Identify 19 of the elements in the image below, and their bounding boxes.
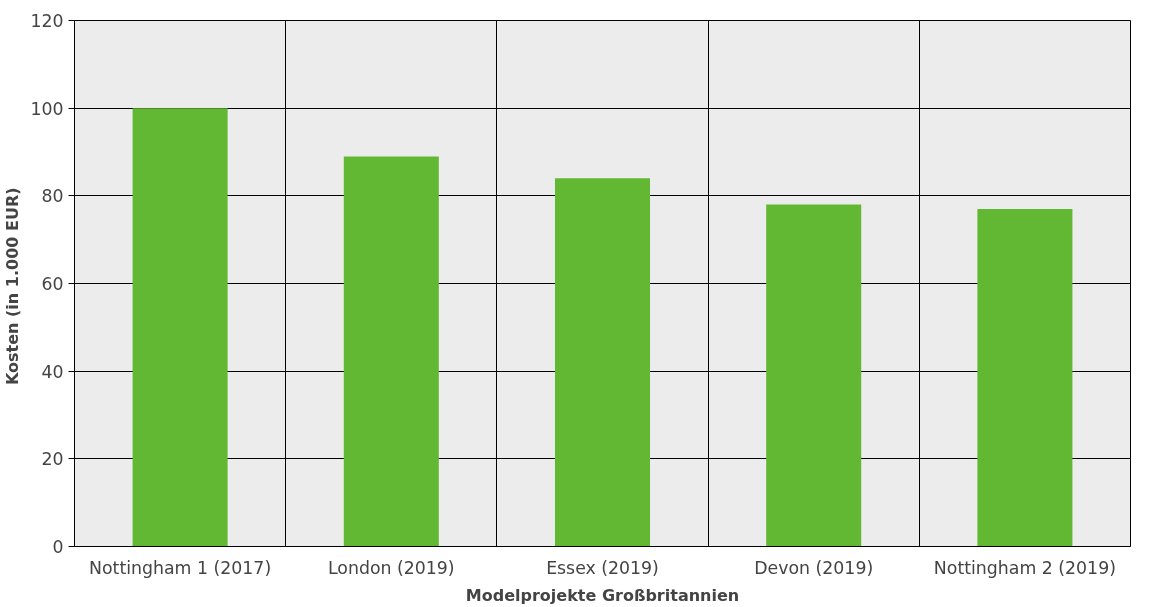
bar xyxy=(766,204,862,547)
y-tick-label: 60 xyxy=(41,274,64,294)
y-tick-label: 0 xyxy=(52,537,64,557)
x-tick-label: Devon (2019) xyxy=(754,557,874,578)
y-tick-label: 100 xyxy=(30,98,64,119)
y-tick-label: 20 xyxy=(41,449,64,470)
x-tick-label: Essex (2019) xyxy=(546,557,659,578)
bar xyxy=(554,178,651,547)
y-axis-title: Kosten (in 1.000 EUR) xyxy=(3,187,23,386)
y-tick-label: 40 xyxy=(41,361,64,382)
y-tick-label: 80 xyxy=(41,186,64,207)
bar xyxy=(343,156,439,547)
x-tick-label: London (2019) xyxy=(327,557,455,578)
x-tick-label: Nottingham 1 (2017) xyxy=(89,557,272,578)
bar xyxy=(132,108,228,547)
x-tick-label: Nottingham 2 (2019) xyxy=(933,557,1116,578)
bar xyxy=(977,208,1073,547)
y-tick-label: 120 xyxy=(30,11,64,31)
x-axis-title: Modelprojekte Großbritannien xyxy=(465,585,740,605)
